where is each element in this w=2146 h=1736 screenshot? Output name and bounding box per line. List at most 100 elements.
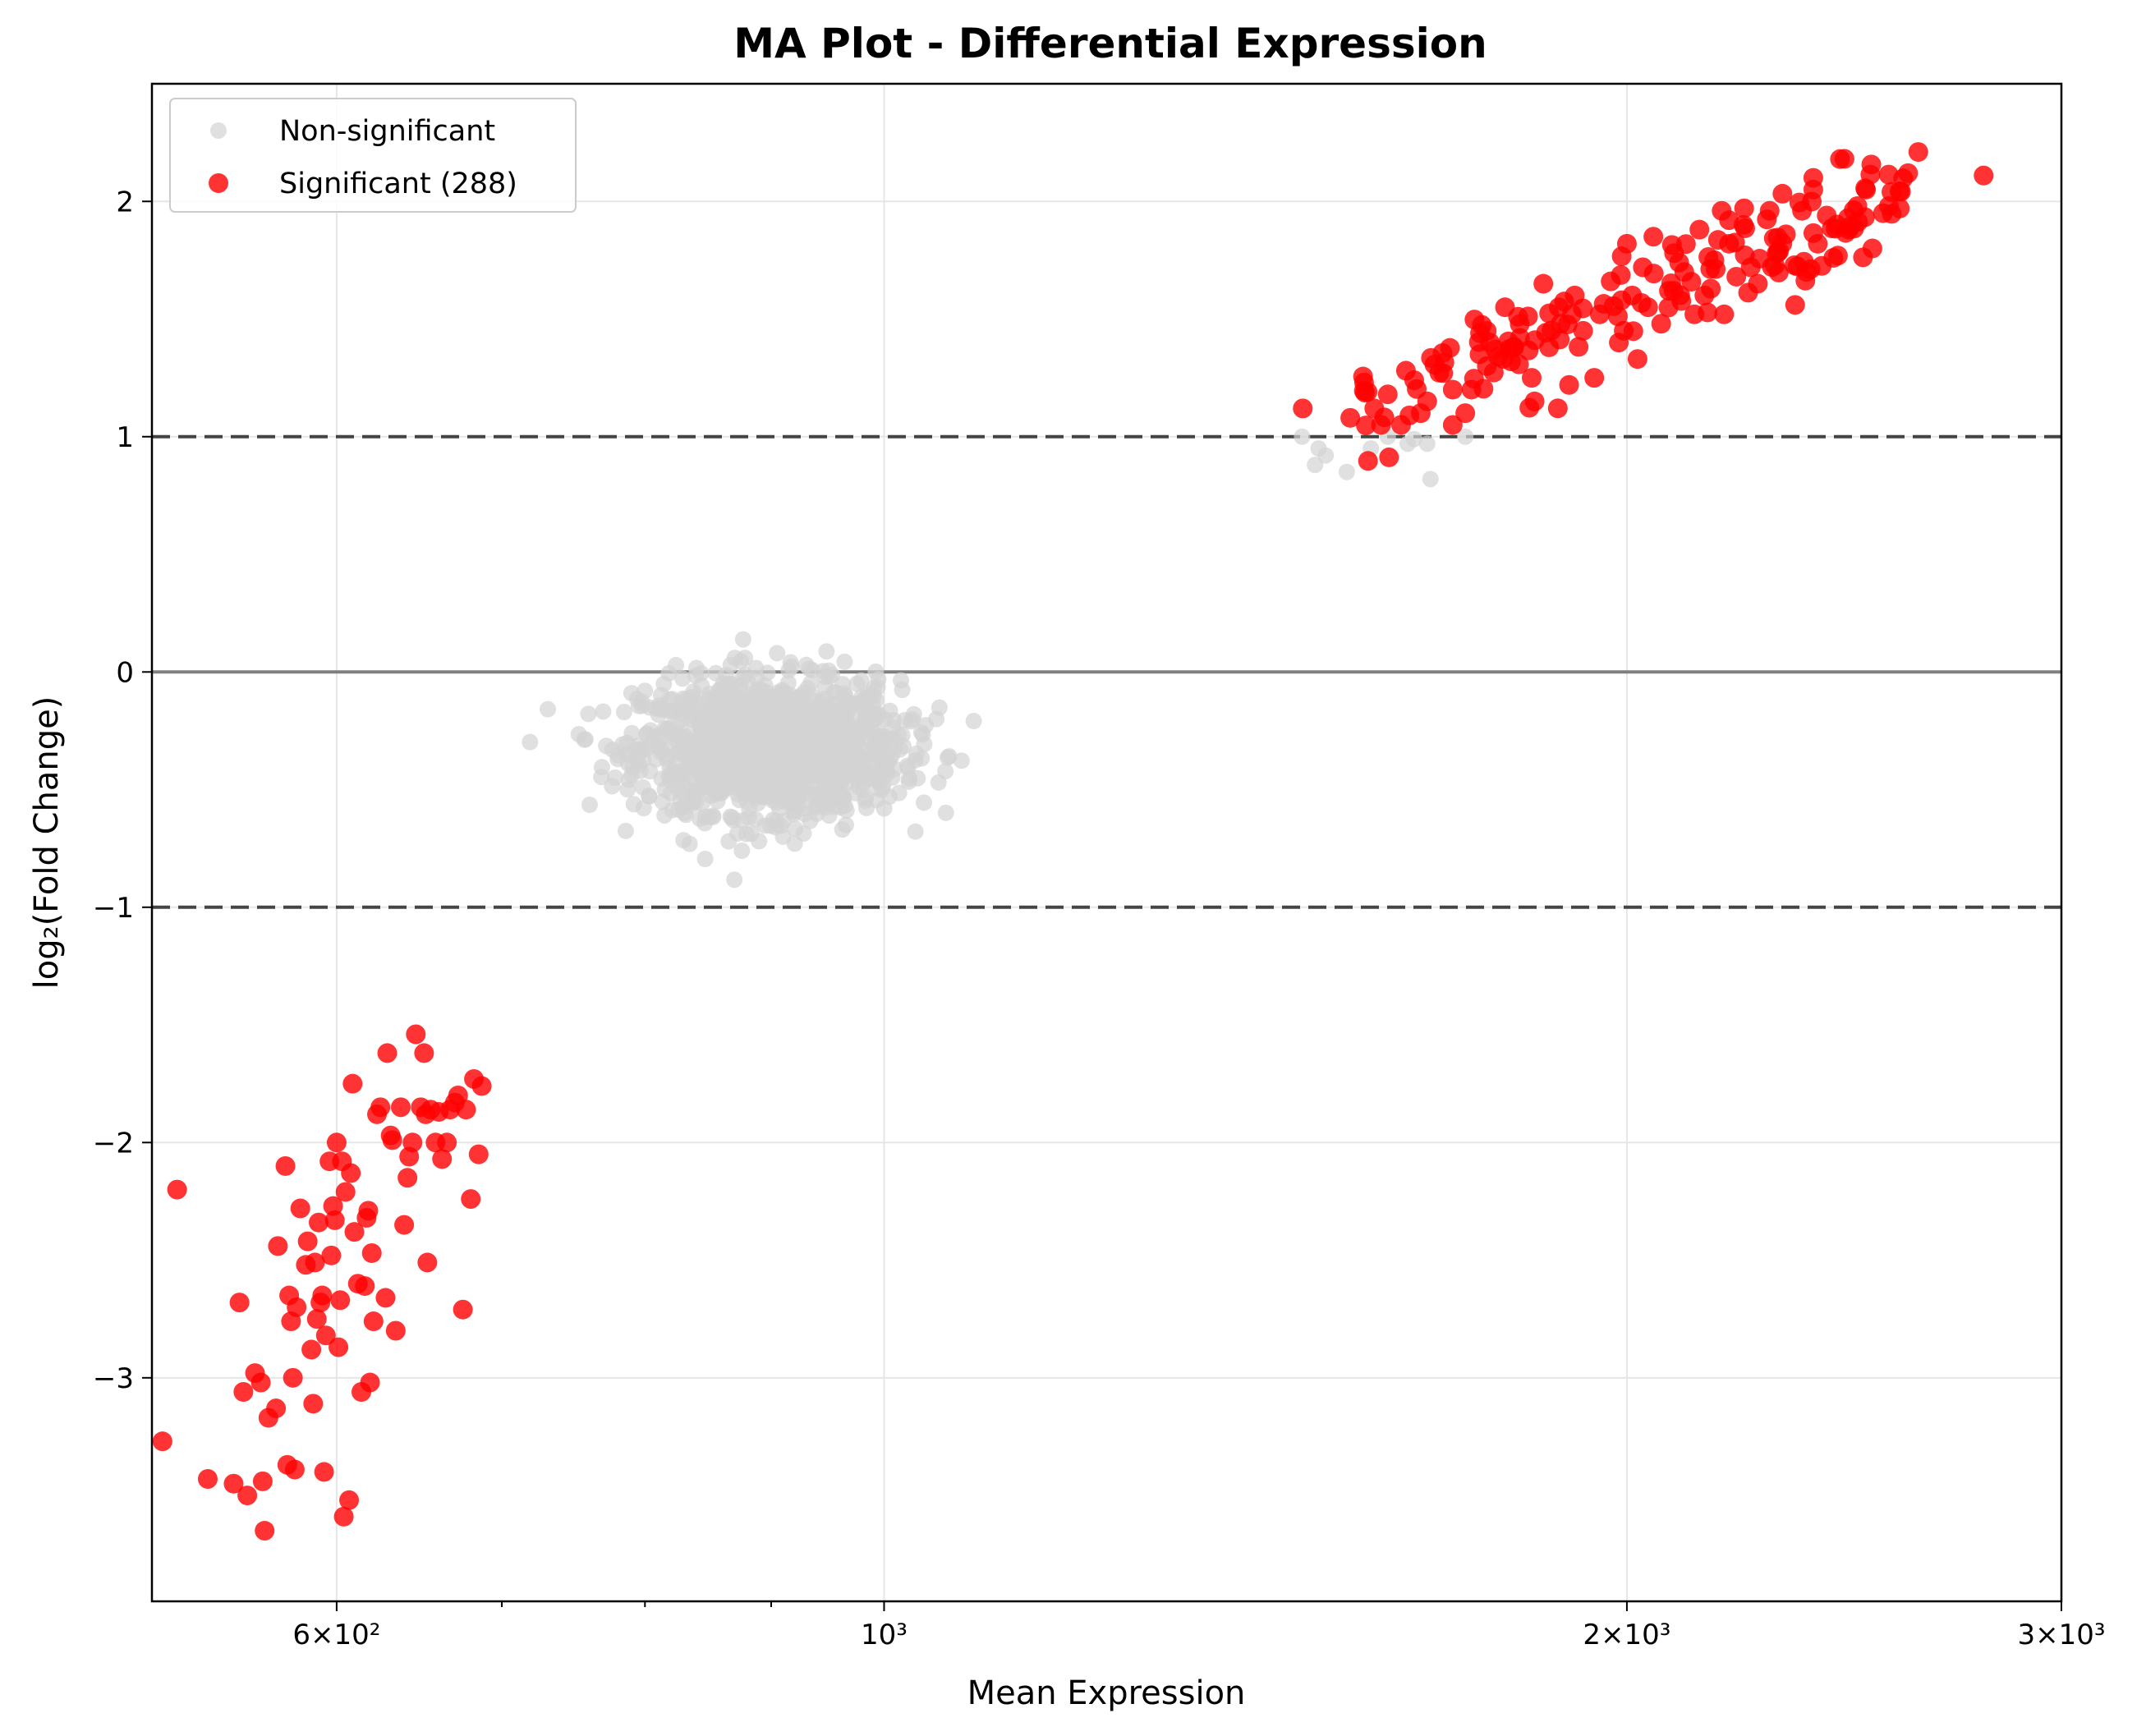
- significant-point: [197, 1469, 218, 1490]
- non-significant-point: [885, 719, 902, 737]
- y-tick-label: 0: [116, 656, 134, 689]
- significant-point: [1827, 246, 1848, 266]
- significant-point: [1651, 314, 1671, 334]
- significant-point: [394, 1215, 415, 1235]
- legend-marker-non-significant: [210, 122, 227, 139]
- non-significant-point: [893, 672, 910, 689]
- non-significant-point: [609, 751, 627, 768]
- significant-point: [1356, 416, 1376, 436]
- significant-point: [284, 1459, 305, 1480]
- significant-point: [461, 1189, 481, 1210]
- axis-ticks: −3 −2 −1 0 1 2 6×10² 10³ 2×10³ 3×10³: [93, 186, 2106, 1651]
- x-tick-label: 2×10³: [1583, 1619, 1670, 1651]
- significant-point: [315, 1325, 336, 1346]
- significant-point: [1611, 246, 1632, 267]
- non-significant-point: [832, 724, 849, 742]
- significant-point: [250, 1372, 271, 1393]
- significant-point: [432, 1149, 453, 1169]
- significant-point: [297, 1231, 318, 1251]
- significant-point: [1464, 369, 1484, 389]
- significant-point: [326, 1132, 347, 1153]
- significant-point: [1421, 347, 1441, 368]
- significant-point: [223, 1473, 244, 1494]
- legend-label-significant: Significant (288): [279, 168, 517, 200]
- significant-point: [1861, 154, 1882, 175]
- non-significant-point: [914, 726, 931, 743]
- significant-point: [1803, 168, 1823, 188]
- non-significant-point: [681, 835, 698, 852]
- significant-point: [1812, 255, 1832, 276]
- non-significant-point: [775, 708, 793, 725]
- non-significant-point: [857, 792, 874, 810]
- non-significant-point: [606, 769, 623, 786]
- non-significant-point: [650, 700, 667, 718]
- chart-title: MA Plot - Differential Expression: [733, 20, 1487, 67]
- significant-point: [402, 1132, 423, 1153]
- significant-point: [341, 1163, 361, 1183]
- non-significant-point: [787, 820, 804, 838]
- non-significant-point: [769, 645, 786, 662]
- non-significant-point: [619, 781, 636, 798]
- non-significant-point: [694, 779, 711, 797]
- significant-point: [305, 1252, 325, 1273]
- significant-point: [237, 1486, 258, 1506]
- non-significant-point: [709, 792, 726, 810]
- significant-point: [437, 1132, 457, 1153]
- non-significant-point: [867, 663, 885, 680]
- significant-point: [1734, 198, 1754, 218]
- significant-point: [1878, 196, 1899, 217]
- non-significant-point: [1405, 430, 1422, 448]
- non-significant-point: [820, 668, 838, 686]
- significant-point: [1607, 306, 1628, 327]
- plot-frame: [150, 82, 2063, 1603]
- non-significant-point: [848, 675, 866, 692]
- non-significant-point: [580, 705, 597, 723]
- non-significant-point: [634, 778, 651, 796]
- non-significant-point: [674, 670, 692, 687]
- significant-point: [229, 1293, 250, 1313]
- non-significant-point: [726, 650, 743, 667]
- non-significant-point: [809, 767, 826, 784]
- y-tick-label: 1: [116, 421, 134, 454]
- non-significant-point: [1418, 435, 1436, 452]
- non-significant-point: [851, 749, 868, 766]
- non-significant-point: [740, 809, 757, 826]
- significant-point: [1455, 403, 1476, 424]
- significant-point: [268, 1236, 288, 1256]
- non-significant-point: [904, 711, 921, 728]
- significant-point: [1623, 321, 1643, 342]
- non-significant-point: [598, 737, 615, 755]
- significant-point: [1725, 232, 1745, 253]
- significant-point: [1549, 297, 1569, 318]
- significant-point: [1844, 200, 1864, 220]
- significant-point: [314, 1462, 334, 1482]
- significant-point: [1698, 302, 1718, 323]
- significant-point: [1573, 298, 1593, 319]
- non-significant-point: [878, 762, 895, 779]
- non-significant-point: [928, 710, 945, 728]
- significant-point: [333, 1506, 354, 1527]
- y-axis-label: log₂(Fold Change): [28, 696, 66, 990]
- y-tick-label: 2: [116, 186, 134, 218]
- non-significant-point: [593, 759, 610, 776]
- non-significant-point: [696, 850, 714, 867]
- significant-point: [1661, 235, 1682, 255]
- significant-point: [417, 1252, 438, 1273]
- significant-point: [1399, 405, 1420, 425]
- significant-point: [453, 1299, 473, 1320]
- non-significant-point: [857, 701, 874, 719]
- significant-point: [321, 1245, 342, 1265]
- non-significant-point: [636, 682, 654, 700]
- significant-point: [255, 1521, 275, 1541]
- significant-point: [1643, 227, 1664, 247]
- significant-point: [414, 1043, 434, 1063]
- significant-point: [370, 1097, 391, 1118]
- non-significant-point: [747, 659, 765, 677]
- non-significant-point: [965, 713, 982, 730]
- significant-point: [266, 1398, 287, 1419]
- significant-point: [1670, 285, 1690, 305]
- significant-point: [1627, 349, 1647, 370]
- significant-point: [1643, 264, 1664, 284]
- non-significant-point: [804, 710, 821, 728]
- significant-point: [335, 1182, 356, 1202]
